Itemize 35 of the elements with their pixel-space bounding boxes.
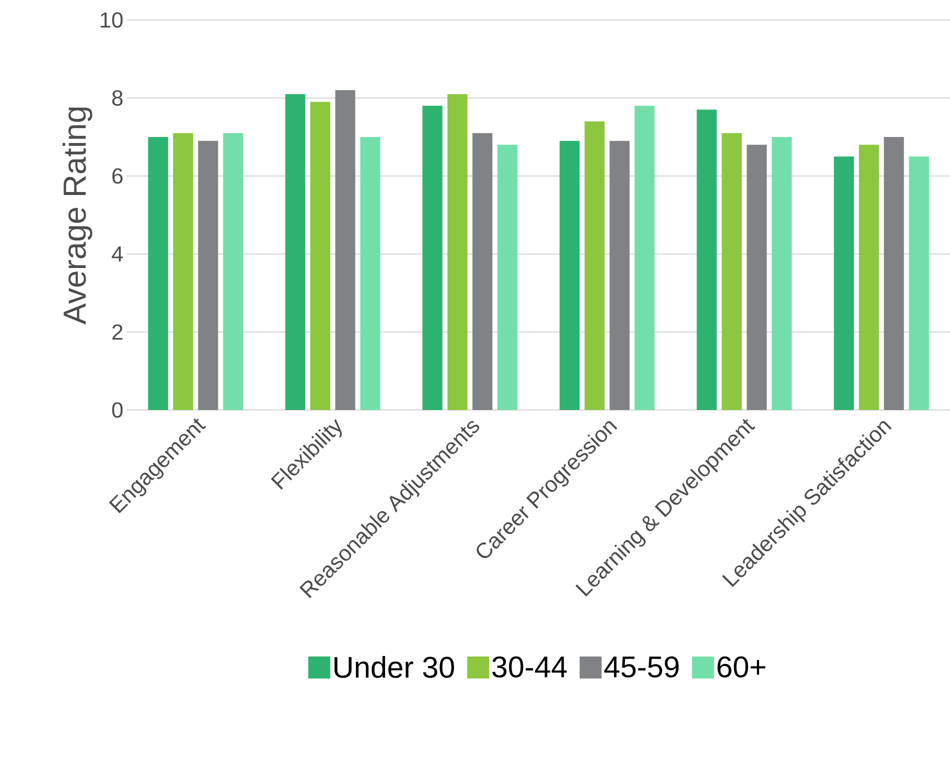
bar [908, 156, 929, 410]
bar [884, 136, 904, 410]
bar [497, 144, 518, 410]
legend-label: 60+ [718, 656, 766, 678]
legend-label: 45-59 [604, 656, 679, 678]
bar [560, 140, 580, 410]
legend-label: 30-44 [492, 656, 567, 678]
bar [858, 144, 879, 410]
bar [310, 102, 330, 410]
bar [610, 140, 630, 410]
bar [173, 133, 194, 410]
bar [285, 94, 306, 410]
bar [696, 110, 717, 410]
bar [834, 156, 854, 410]
y-tick-label: 4 [112, 246, 123, 262]
bar [148, 136, 168, 410]
bar [472, 133, 492, 410]
y-tick-label: 0 [112, 402, 123, 418]
bar [584, 121, 605, 410]
y-tick-label: 6 [112, 168, 123, 184]
bar [447, 94, 468, 410]
bar [746, 144, 767, 410]
y-tick-label: 8 [112, 90, 123, 106]
bar [198, 140, 218, 410]
bar [772, 136, 792, 410]
bar [722, 133, 742, 410]
bar [335, 90, 356, 410]
y-tick-label: 2 [112, 324, 122, 340]
legend-label: Under 30 [334, 656, 454, 678]
bar [422, 106, 442, 410]
bar [360, 136, 380, 410]
bar [634, 106, 655, 410]
y-axis-title: Average Rating [62, 108, 92, 325]
y-tick-label: 10 [100, 12, 123, 28]
bar [223, 133, 244, 410]
